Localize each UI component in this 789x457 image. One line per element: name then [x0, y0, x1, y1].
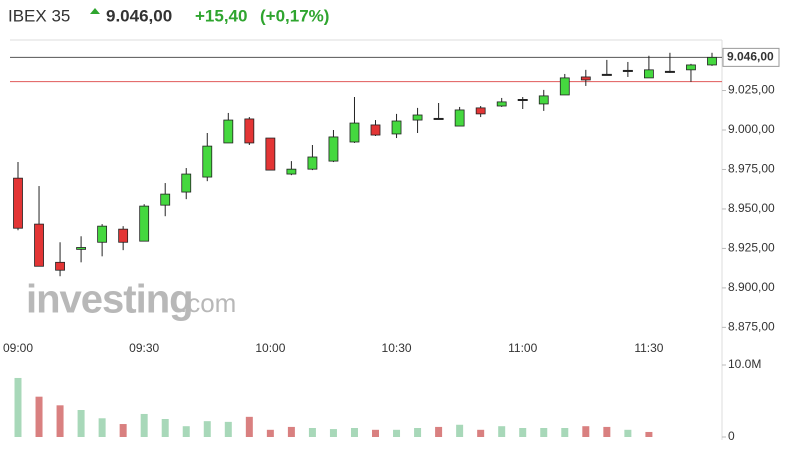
- change-pct: (+0,17%): [260, 6, 329, 25]
- chart-title: IBEX 35: [8, 6, 70, 25]
- volume-bar: [372, 429, 380, 437]
- candle-body: [412, 114, 423, 121]
- up-arrow: [90, 8, 100, 14]
- candle-body: [370, 124, 381, 136]
- volume-bar: [203, 421, 211, 437]
- candle-body: [265, 137, 276, 171]
- volume-tick-label: 0: [728, 429, 735, 443]
- volume-bar: [266, 429, 274, 437]
- volume-bar: [56, 405, 64, 437]
- watermark: investing: [26, 278, 193, 322]
- candle-body: [55, 261, 65, 271]
- y-tick-label: 9.000,00: [728, 122, 775, 136]
- y-tick-label: 9.025,00: [728, 83, 775, 97]
- y-tick-label: 8.950,00: [728, 201, 775, 215]
- volume-bar: [14, 377, 22, 437]
- volume-bar: [350, 428, 358, 437]
- volume-bar: [77, 410, 85, 437]
- volume-bar: [477, 429, 485, 437]
- volume-bar: [140, 413, 148, 437]
- x-tick-label: 09:30: [129, 341, 159, 355]
- x-tick-label: 10:30: [382, 341, 412, 355]
- candle-body: [307, 156, 318, 170]
- candle-body: [707, 56, 717, 66]
- x-tick-label: 11:30: [634, 341, 663, 355]
- last-price-tag: [722, 47, 780, 67]
- volume-bar: [329, 429, 337, 437]
- candle-body: [76, 247, 86, 250]
- candle-body: [118, 228, 129, 243]
- y-tick-label: 8.875,00: [728, 320, 775, 334]
- candle-body: [181, 173, 192, 193]
- candle-body: [97, 225, 108, 243]
- candle-body: [559, 77, 570, 96]
- x-tick-label: 11:00: [508, 341, 537, 355]
- volume-bar: [393, 429, 401, 437]
- change: +15,40: [195, 6, 247, 25]
- candle-body: [349, 122, 360, 143]
- candle-body: [538, 95, 549, 105]
- volume-bar: [245, 416, 253, 437]
- volume-bar: [182, 426, 190, 437]
- y-tick-label: 8.975,00: [728, 162, 775, 176]
- volume-bar: [582, 426, 590, 437]
- volume-bar: [119, 424, 127, 437]
- y-tick-label: 8.900,00: [728, 280, 775, 294]
- y-tick-label: 8.925,00: [728, 241, 775, 255]
- last-price-label: 9.046,00: [727, 50, 774, 64]
- volume-bar: [435, 426, 443, 437]
- candle-body: [496, 101, 507, 107]
- volume-bar: [561, 428, 569, 437]
- volume-bar: [519, 428, 527, 437]
- x-tick-label: 10:00: [255, 341, 285, 355]
- volume-bar: [603, 426, 611, 437]
- volume-bar: [287, 426, 295, 437]
- volume-bar: [161, 419, 169, 437]
- candle-body: [475, 107, 486, 115]
- candle-body: [454, 109, 465, 127]
- candle-body: [391, 120, 402, 135]
- volume-tick-label: 10.0M: [728, 357, 761, 371]
- candle-body: [160, 193, 171, 206]
- candle-body: [328, 136, 339, 162]
- volume-bar: [414, 428, 422, 437]
- candle-body: [202, 145, 213, 178]
- candle-body: [223, 119, 234, 144]
- watermark-suffix: .com: [180, 288, 236, 318]
- candle-body: [580, 76, 591, 81]
- volume-bar: [624, 429, 632, 437]
- candle-body: [244, 118, 255, 144]
- candle-body: [644, 69, 654, 79]
- candle-body: [13, 177, 23, 229]
- candle-body: [139, 205, 150, 242]
- candle-body: [34, 223, 44, 267]
- volume-bar: [98, 418, 106, 437]
- volume-bar: [540, 428, 548, 437]
- volume-bar: [645, 431, 653, 437]
- x-tick-label: 09:00: [3, 341, 33, 355]
- volume-bar: [224, 421, 232, 437]
- volume-bar: [498, 426, 506, 437]
- volume-bar: [35, 396, 43, 437]
- candle-body: [286, 168, 297, 175]
- volume-bar: [456, 424, 464, 437]
- candle-body: [686, 64, 696, 71]
- last-price: 9.046,00: [106, 6, 172, 25]
- volume-bar: [308, 428, 316, 437]
